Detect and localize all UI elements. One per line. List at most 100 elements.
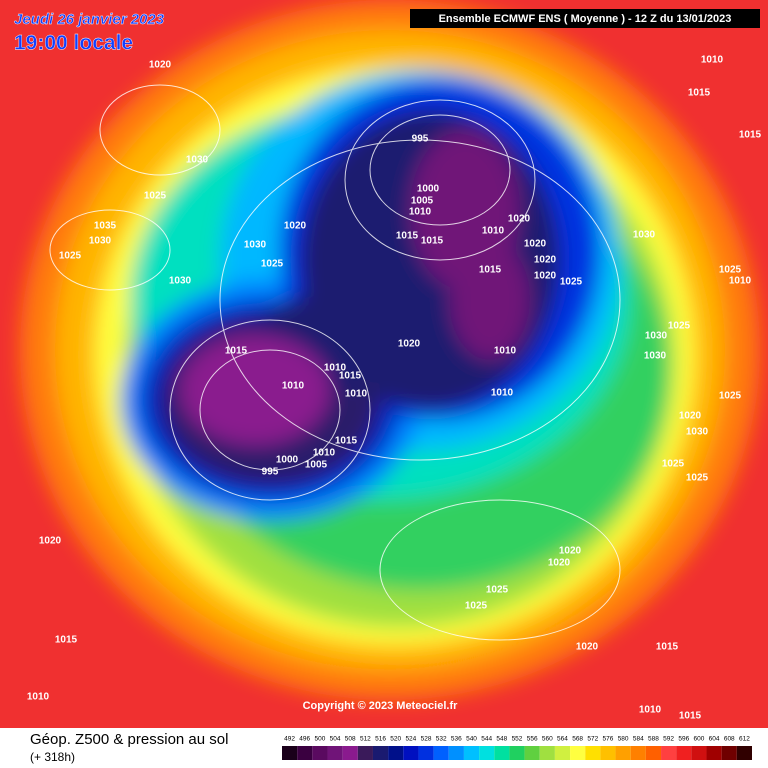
isobar-label: 1015 xyxy=(421,236,444,247)
colorbar-swatch xyxy=(327,746,343,760)
isobar-label: 1015 xyxy=(335,436,358,447)
isobar-label: 995 xyxy=(262,467,279,478)
isobar-label: 1010 xyxy=(324,363,347,374)
colorbar-label: 560 xyxy=(542,736,553,743)
isobar-label: 1010 xyxy=(27,692,50,703)
colorbar-swatch xyxy=(645,746,662,760)
isobar-label: 1010 xyxy=(639,705,662,716)
isobar-label: 1030 xyxy=(645,331,668,342)
colorbar-label: 568 xyxy=(572,736,583,743)
colorbar-label: 492 xyxy=(284,736,295,743)
isobar-label: 1010 xyxy=(345,389,368,400)
colorbar-label: 516 xyxy=(375,736,386,743)
colorbar-label: 612 xyxy=(739,736,750,743)
colorbar-label: 556 xyxy=(527,736,538,743)
isobar-label: 1025 xyxy=(686,473,709,484)
isobar-label: 1025 xyxy=(261,259,284,270)
colorbar-label: 580 xyxy=(618,736,629,743)
isobar-label: 1000 xyxy=(276,455,299,466)
isobar-label: 1020 xyxy=(284,221,307,232)
colorbar-label: 588 xyxy=(648,736,659,743)
colorbar-label: 572 xyxy=(587,736,598,743)
copyright: Copyright © 2023 Meteociel.fr xyxy=(303,700,459,712)
footer-title: Géop. Z500 & pression au sol xyxy=(30,731,228,748)
isobar-label: 1020 xyxy=(398,339,421,350)
isobar-label: 1010 xyxy=(491,388,514,399)
isobar-label: 1010 xyxy=(313,448,336,459)
z500-field xyxy=(0,0,768,728)
isobar-label: 1020 xyxy=(39,536,62,547)
isobar-label: 1020 xyxy=(679,411,702,422)
colorbar-label: 532 xyxy=(436,736,447,743)
isobar-label: 1025 xyxy=(662,459,685,470)
isobar-label: 1005 xyxy=(411,196,434,207)
colorbar-label: 540 xyxy=(466,736,477,743)
colorbar-label: 500 xyxy=(314,736,325,743)
colorbar-label: 604 xyxy=(709,736,720,743)
colorbar-swatch xyxy=(524,746,540,760)
colorbar-label: 544 xyxy=(481,736,492,743)
isobar-label: 1020 xyxy=(548,558,571,569)
colorbar-label: 528 xyxy=(421,736,432,743)
colorbar-swatch xyxy=(282,746,298,760)
isobar-label: 1015 xyxy=(679,711,702,722)
colorbar-swatch xyxy=(661,746,677,760)
colorbar-swatch xyxy=(463,746,480,760)
colorbar-label: 596 xyxy=(678,736,689,743)
colorbar-swatch xyxy=(433,746,449,760)
isobar-label: 1025 xyxy=(465,601,488,612)
isobar-label: 995 xyxy=(412,134,429,145)
isobar-label: 1015 xyxy=(339,371,362,382)
isobar-label: 1025 xyxy=(719,265,742,276)
colorbar-label: 608 xyxy=(724,736,735,743)
isobar-label: 1035 xyxy=(94,221,117,232)
colorbar-label: 548 xyxy=(496,736,507,743)
colorbar-swatch xyxy=(372,746,389,760)
isobar-label: 1030 xyxy=(686,427,709,438)
colorbar-swatch xyxy=(721,746,737,760)
isobar-label: 1030 xyxy=(169,276,192,287)
isobar-label: 1025 xyxy=(719,391,742,402)
colorbar-swatch xyxy=(691,746,707,760)
isobar-label: 1030 xyxy=(633,230,656,241)
colorbar-label: 600 xyxy=(694,736,705,743)
colorbar-swatch xyxy=(585,746,601,760)
colorbar-label: 584 xyxy=(633,736,644,743)
isobars xyxy=(49,84,621,641)
isobar-label: 1010 xyxy=(701,55,724,66)
isobar-label: 1030 xyxy=(244,240,267,251)
isobar-labels: 1020103010251030102510351030103010201025… xyxy=(27,55,762,722)
colorbar-label: 508 xyxy=(345,736,356,743)
isobar-label: 1025 xyxy=(486,585,509,596)
isobar-label: 1020 xyxy=(149,60,172,71)
isobar-label: 1020 xyxy=(559,546,582,557)
isobar-label: 1015 xyxy=(396,231,419,242)
run-info: Ensemble ECMWF ENS ( Moyenne ) - 12 Z du… xyxy=(439,13,732,25)
colorbar-label: 504 xyxy=(330,736,341,743)
time: 19:00 locale xyxy=(14,32,133,55)
colorbar-swatch xyxy=(509,746,525,760)
isobar-label: 1010 xyxy=(409,207,432,218)
isobar-label: 1025 xyxy=(668,321,691,332)
colorbar-swatch xyxy=(297,746,313,760)
colorbar-label: 512 xyxy=(360,736,371,743)
colorbar-swatch xyxy=(418,746,434,760)
colorbar-label: 592 xyxy=(663,736,674,743)
isobar-label: 1020 xyxy=(534,255,557,266)
colorbar-label: 524 xyxy=(405,736,416,743)
isobar-label: 1000 xyxy=(417,184,440,195)
isobar-label: 1015 xyxy=(225,346,248,357)
colorbar-label: 576 xyxy=(603,736,614,743)
isobar-label: 1015 xyxy=(688,88,711,99)
colorbar-swatch xyxy=(494,746,510,760)
date: Jeudi 26 janvier 2023 xyxy=(14,11,165,28)
run-box xyxy=(410,9,760,28)
isobar-label: 1025 xyxy=(560,277,583,288)
isobar-label: 1025 xyxy=(144,191,167,202)
isobar-label: 1015 xyxy=(656,642,679,653)
isobar-label: 1005 xyxy=(305,460,328,471)
colorbar-swatch xyxy=(403,746,419,760)
isobar-label: 1025 xyxy=(59,251,82,262)
colorbar-swatch xyxy=(539,746,555,760)
